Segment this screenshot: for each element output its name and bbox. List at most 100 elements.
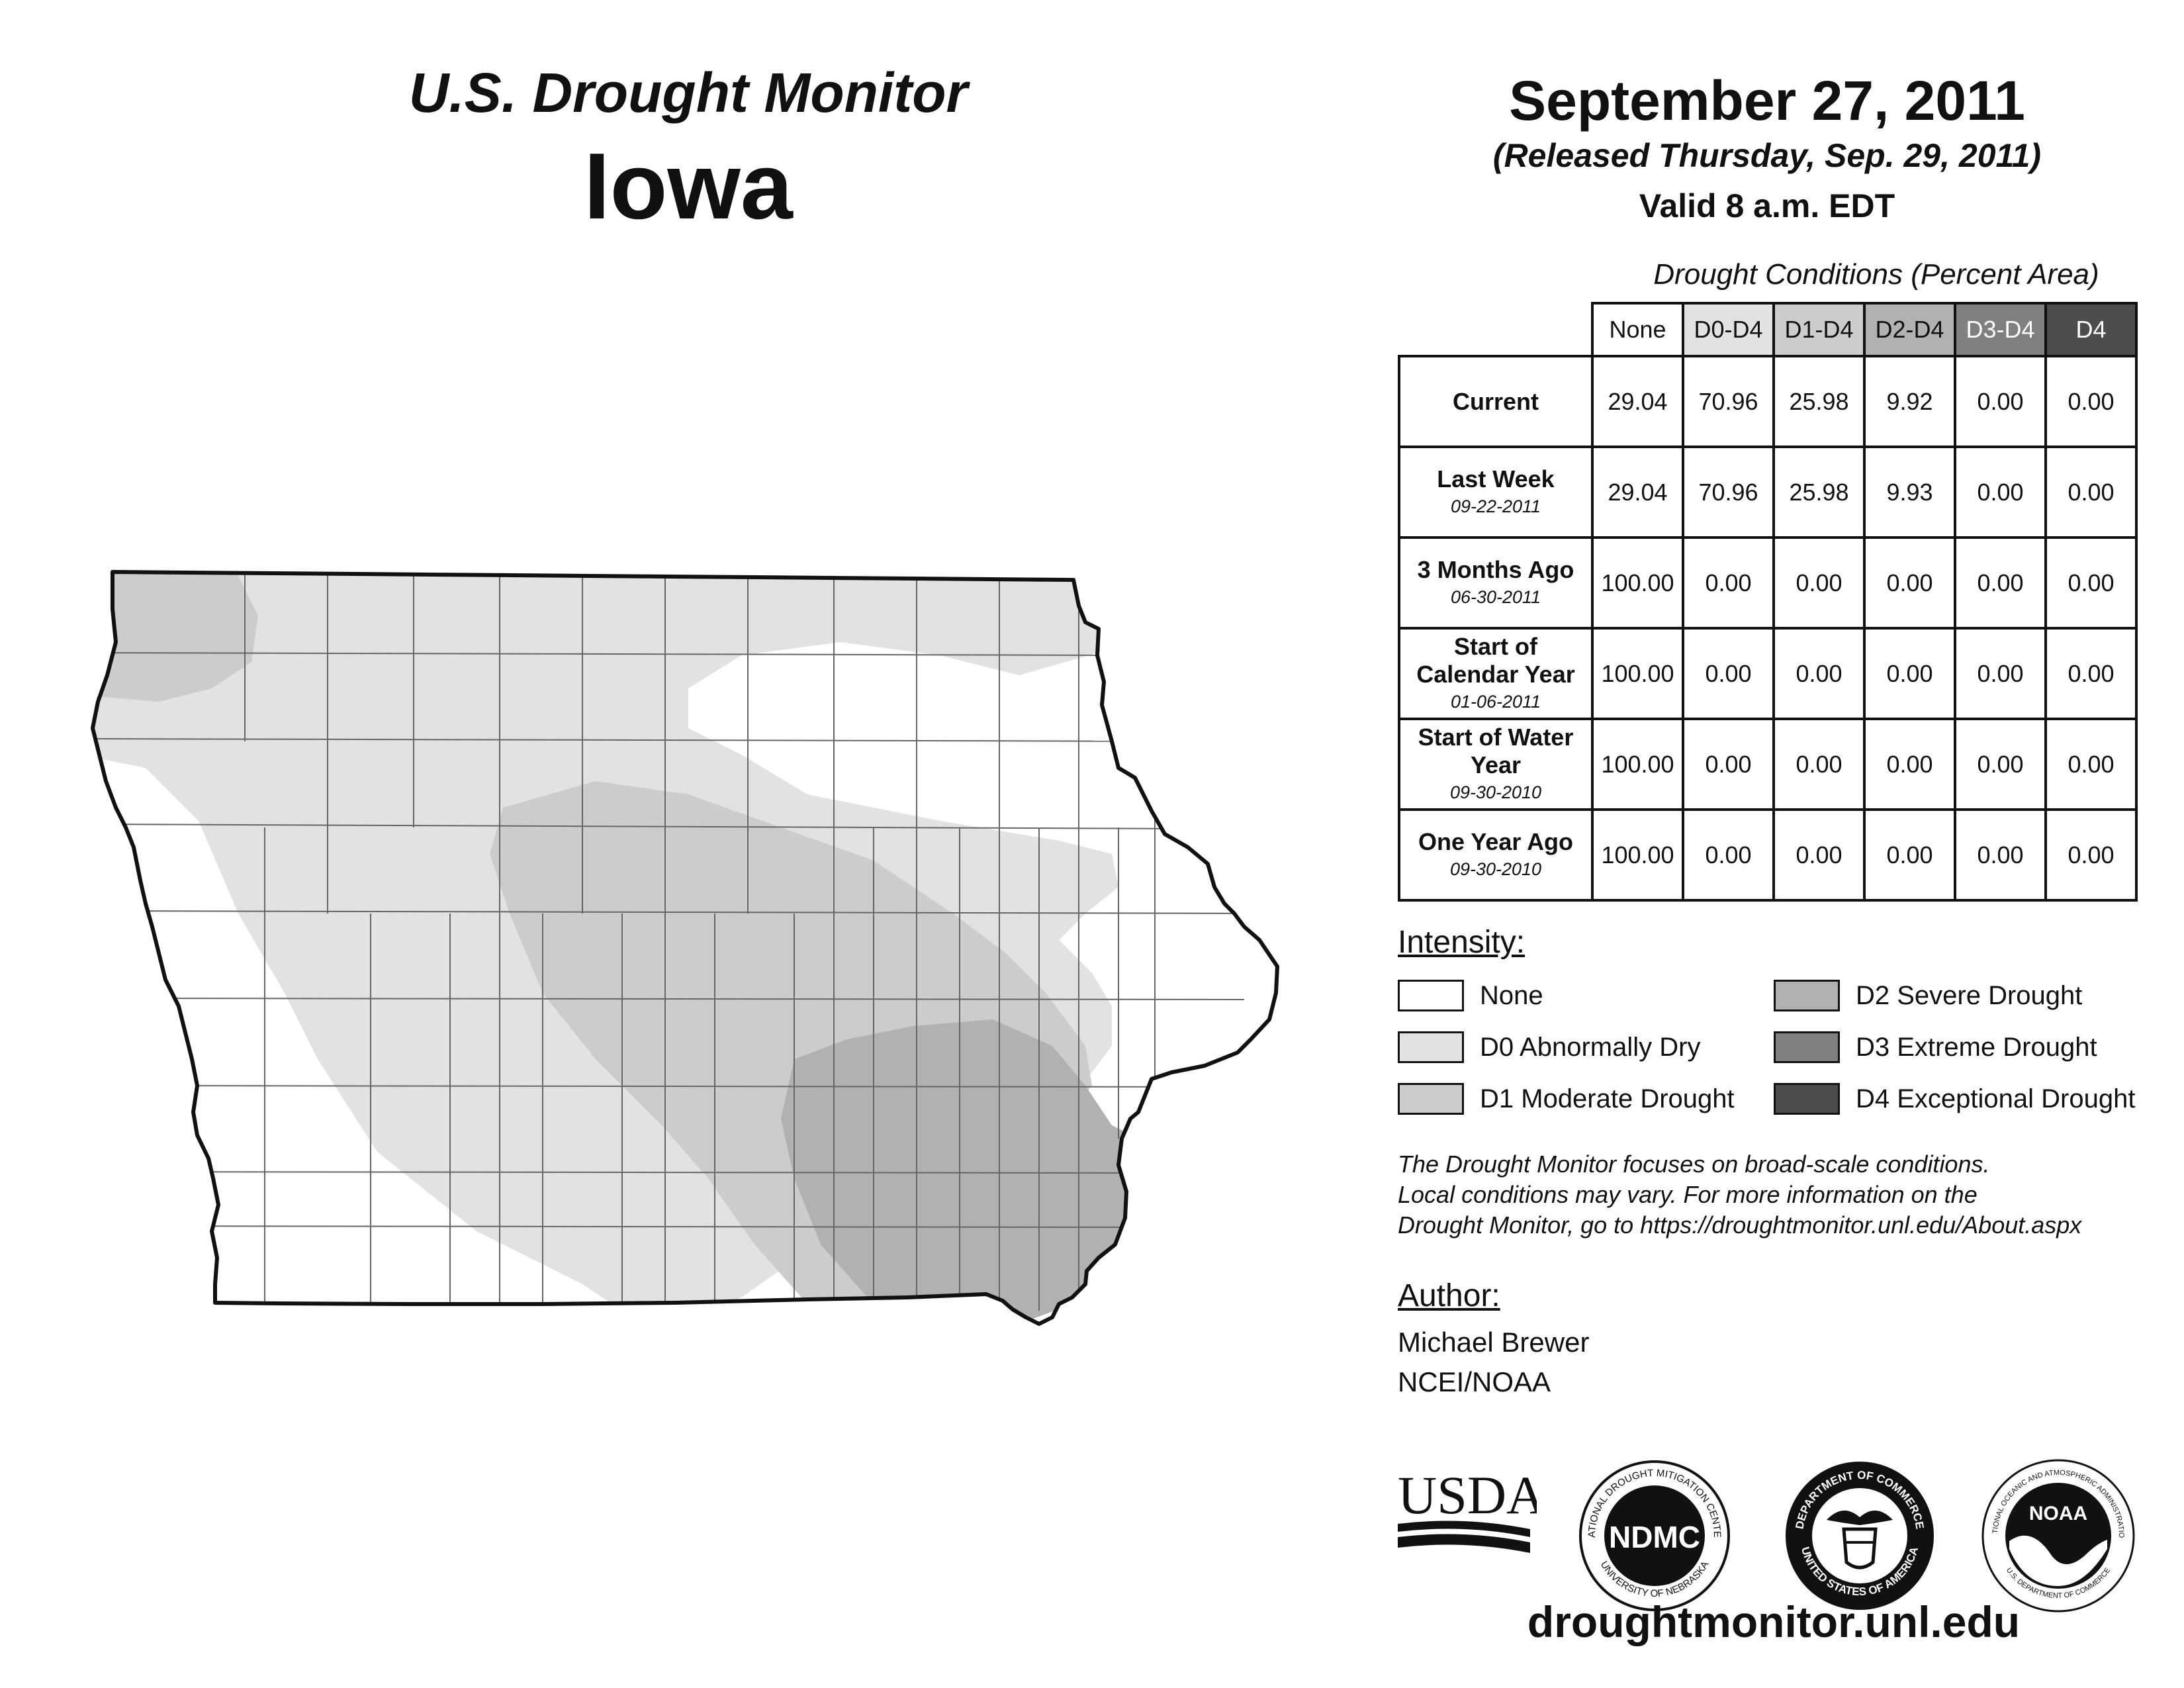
- table-cell: 0.00: [2044, 355, 2138, 448]
- table-cell: 0.00: [1772, 718, 1866, 811]
- row-label-cell: Current: [1398, 355, 1594, 448]
- table-cell: 9.92: [1863, 355, 1956, 448]
- header-blank: [1399, 303, 1592, 357]
- legend-item-d4: D4 Exceptional Drought: [1774, 1083, 2135, 1115]
- table-cell: 0.00: [1772, 627, 1866, 720]
- table-cell: 0.00: [2044, 445, 2138, 539]
- col-d0-d4: D0-D4: [1682, 302, 1775, 357]
- iowa-state-outline: [91, 570, 1279, 1326]
- author-name: Michael Brewer: [1398, 1327, 1590, 1358]
- website-url: droughtmonitor.unl.edu: [1527, 1597, 2021, 1646]
- legend-label: D3 Extreme Drought: [1856, 1032, 2097, 1062]
- disclaimer: The Drought Monitor focuses on broad-sca…: [1398, 1149, 2159, 1241]
- table-row: 3 Months Ago 06-30-2011 100.00 0.00 0.00 …: [1398, 536, 2138, 630]
- legend-swatch: [1774, 980, 1840, 1011]
- row-date: 06-30-2011: [1450, 586, 1541, 607]
- table-cell: 0.00: [1772, 536, 1866, 630]
- table-cell: 0.00: [2044, 808, 2138, 902]
- table-cell: 0.00: [1954, 808, 2047, 902]
- legend-item-d1: D1 Moderate Drought: [1398, 1083, 1735, 1115]
- table-cell: 0.00: [1954, 536, 2047, 630]
- map-title: U.S. Drought Monitor: [408, 62, 968, 124]
- table-row: Last Week 09-22-2011 29.04 70.96 25.98 9.…: [1398, 445, 2138, 539]
- intensity-heading: Intensity:: [1398, 925, 1525, 960]
- row-label: Current: [1452, 387, 1539, 415]
- legend-item-d2: D2 Severe Drought: [1774, 980, 2082, 1011]
- legend-swatch: [1398, 980, 1464, 1011]
- author-heading: Author:: [1398, 1278, 1500, 1313]
- table-cell: 100.00: [1591, 808, 1684, 902]
- legend-item-d0: D0 Abnormally Dry: [1398, 1031, 1700, 1063]
- table-cell: 0.00: [1682, 627, 1775, 720]
- col-none: None: [1591, 302, 1684, 357]
- disclaimer-line: The Drought Monitor focuses on broad-sca…: [1398, 1150, 1990, 1178]
- author-org: NCEI/NOAA: [1398, 1366, 1551, 1397]
- col-d4: D4: [2044, 302, 2138, 357]
- table-cell: 0.00: [1772, 808, 1866, 902]
- row-label: Start of Calendar Year: [1416, 632, 1575, 688]
- col-d1-d4: D1-D4: [1772, 302, 1866, 357]
- table-cell: 0.00: [2044, 627, 2138, 720]
- row-label: Last Week: [1437, 465, 1555, 492]
- legend-swatch: [1398, 1083, 1464, 1115]
- row-label-cell: Start of Water Year 09-30-2010: [1398, 718, 1594, 811]
- table-row: Start of Water Year 09-30-2010 100.00 0.0…: [1398, 718, 2138, 811]
- legend-label: None: [1480, 980, 1543, 1010]
- table-cell: 0.00: [1863, 808, 1956, 902]
- row-label: Start of Water Year: [1418, 723, 1574, 778]
- state-name: Iowa: [584, 134, 793, 239]
- col-d2-d4: D2-D4: [1863, 302, 1956, 357]
- legend-item-d3: D3 Extreme Drought: [1774, 1031, 2097, 1063]
- row-label-cell: One Year Ago 09-30-2010: [1398, 808, 1594, 902]
- table-caption: Drought Conditions (Percent Area): [1653, 258, 2099, 291]
- row-date: 09-30-2010: [1449, 859, 1542, 879]
- legend-label: D2 Severe Drought: [1856, 980, 2083, 1010]
- ndmc-logo: NATIONAL DROUGHT MITIGATION CENTER UNIVE…: [1575, 1456, 1730, 1611]
- noaa-logo-text: NOAA: [2029, 1503, 2087, 1524]
- usda-logo: USDA: [1398, 1465, 1537, 1553]
- legend-swatch: [1774, 1031, 1840, 1063]
- table-cell: 100.00: [1591, 718, 1684, 811]
- legend-swatch: [1398, 1031, 1464, 1063]
- table-cell: 0.00: [1863, 536, 1956, 630]
- table-cell: 0.00: [2044, 718, 2138, 811]
- table-cell: 0.00: [1954, 445, 2047, 539]
- table-cell: 0.00: [1954, 718, 2047, 811]
- legend-swatch: [1774, 1083, 1840, 1115]
- table-cell: 100.00: [1591, 536, 1684, 630]
- table-row: Start of Calendar Year 01-06-2011 100.00 …: [1398, 627, 2138, 720]
- table-cell: 0.00: [1863, 718, 1956, 811]
- row-date: 09-30-2010: [1449, 782, 1542, 802]
- disclaimer-line: Drought Monitor, go to https://droughtmo…: [1398, 1211, 2082, 1239]
- release-date: (Released Thursday, Sep. 29, 2011): [1492, 137, 2042, 174]
- d1-area-northwest: [93, 572, 258, 702]
- table-cell: 0.00: [2044, 536, 2138, 630]
- legend-label: D1 Moderate Drought: [1480, 1084, 1735, 1113]
- row-label: 3 Months Ago: [1417, 555, 1574, 583]
- row-date: 09-22-2011: [1450, 496, 1541, 516]
- table-cell: 100.00: [1591, 627, 1684, 720]
- table-row: One Year Ago 09-30-2010 100.00 0.00 0.00 …: [1398, 808, 2138, 902]
- row-label-cell: Start of Calendar Year 01-06-2011: [1398, 627, 1594, 720]
- row-label: One Year Ago: [1418, 827, 1574, 855]
- legend-item-none: None: [1398, 980, 1543, 1011]
- iowa-drought-map: [91, 570, 1279, 1326]
- table-cell: 9.93: [1863, 445, 1956, 539]
- table-cell: 25.98: [1772, 445, 1866, 539]
- table-cell: 70.96: [1682, 445, 1775, 539]
- table-cell: 29.04: [1591, 445, 1684, 539]
- doc-seal-logo: DEPARTMENT OF COMMERCE UNITED STATES OF …: [1786, 1462, 1934, 1610]
- table-cell: 29.04: [1591, 355, 1684, 448]
- table-cell: 25.98: [1772, 355, 1866, 448]
- table-cell: 0.00: [1863, 627, 1956, 720]
- row-label-cell: Last Week 09-22-2011: [1398, 445, 1594, 539]
- table-cell: 70.96: [1682, 355, 1775, 448]
- disclaimer-line: Local conditions may vary. For more info…: [1398, 1181, 1978, 1208]
- valid-time: Valid 8 a.m. EDT: [1639, 187, 1895, 224]
- col-d3-d4: D3-D4: [1954, 302, 2047, 357]
- table-row: Current 29.04 70.96 25.98 9.92 0.00 0.00: [1398, 355, 2138, 448]
- map-date: September 27, 2011: [1509, 70, 2025, 132]
- row-label-cell: 3 Months Ago 06-30-2011: [1398, 536, 1594, 630]
- county-boundaries: [93, 572, 1271, 1311]
- table-cell: 0.00: [1954, 355, 2047, 448]
